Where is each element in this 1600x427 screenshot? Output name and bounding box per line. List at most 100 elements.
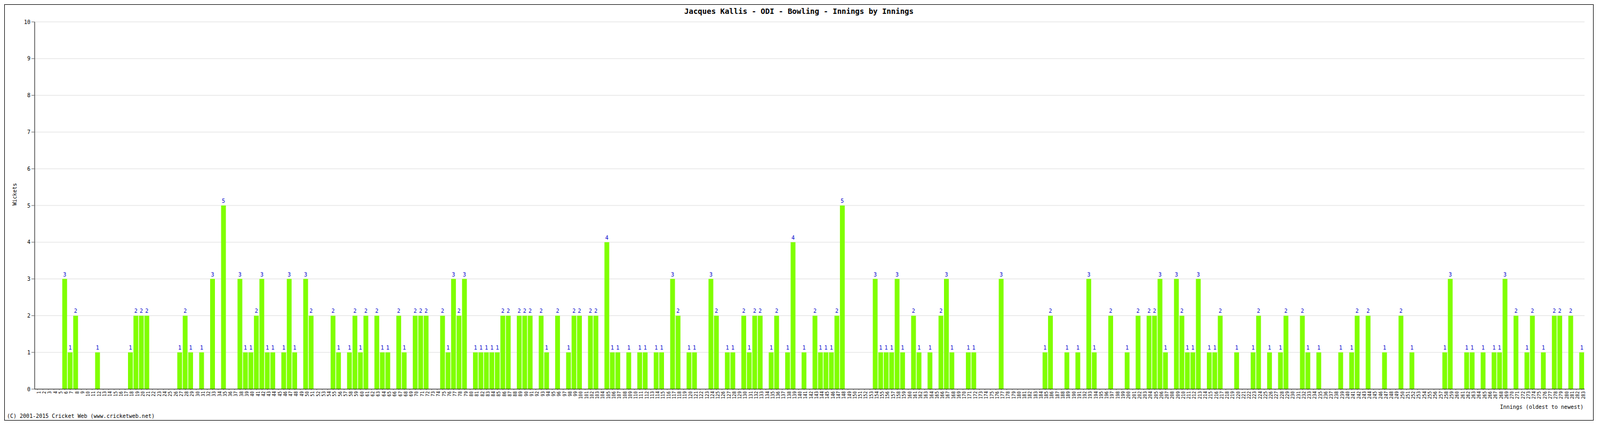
- svg-text:266: 266: [1488, 390, 1493, 399]
- svg-text:2: 2: [676, 307, 680, 314]
- svg-text:230: 230: [1290, 390, 1296, 399]
- svg-text:2: 2: [539, 307, 543, 314]
- svg-text:235: 235: [1318, 390, 1324, 399]
- svg-text:2: 2: [375, 307, 379, 314]
- svg-text:1: 1: [36, 390, 42, 394]
- svg-text:46: 46: [283, 390, 288, 397]
- svg-text:1: 1: [1251, 344, 1255, 351]
- svg-text:2: 2: [835, 307, 839, 314]
- svg-text:67: 67: [398, 390, 404, 397]
- svg-text:89: 89: [518, 390, 524, 397]
- svg-text:30: 30: [195, 390, 201, 397]
- svg-text:Wickets: Wickets: [11, 182, 18, 206]
- svg-text:234: 234: [1312, 390, 1318, 399]
- svg-text:101: 101: [584, 390, 590, 399]
- svg-text:1: 1: [731, 344, 735, 351]
- svg-text:2: 2: [457, 307, 461, 314]
- svg-text:93: 93: [540, 390, 546, 397]
- svg-text:132: 132: [754, 390, 759, 399]
- svg-text:172: 172: [973, 390, 979, 399]
- svg-text:133: 133: [759, 390, 765, 399]
- svg-text:146: 146: [830, 390, 836, 399]
- svg-text:103: 103: [595, 390, 600, 399]
- svg-text:1: 1: [1492, 344, 1496, 351]
- svg-text:2: 2: [27, 312, 31, 319]
- svg-text:226: 226: [1268, 390, 1274, 399]
- svg-text:257: 257: [1438, 390, 1444, 399]
- svg-text:145: 145: [825, 390, 830, 399]
- svg-text:246: 246: [1378, 390, 1384, 399]
- svg-text:65: 65: [387, 390, 392, 397]
- svg-text:271: 271: [1515, 390, 1520, 399]
- svg-text:3: 3: [1196, 271, 1200, 278]
- svg-text:2: 2: [1218, 307, 1222, 314]
- svg-text:206: 206: [1159, 390, 1165, 399]
- svg-text:158: 158: [896, 390, 902, 399]
- svg-text:98: 98: [568, 390, 573, 397]
- svg-text:1: 1: [627, 344, 631, 351]
- svg-text:72: 72: [425, 390, 431, 397]
- svg-text:126: 126: [721, 390, 726, 399]
- svg-text:1: 1: [637, 344, 642, 351]
- svg-text:188: 188: [1060, 390, 1066, 399]
- svg-text:2: 2: [1569, 307, 1573, 314]
- svg-text:278: 278: [1553, 390, 1559, 399]
- svg-text:228: 228: [1280, 390, 1285, 399]
- svg-text:125: 125: [715, 390, 721, 399]
- svg-text:1: 1: [446, 344, 450, 351]
- svg-text:169: 169: [956, 390, 962, 399]
- svg-text:1: 1: [495, 344, 499, 351]
- svg-text:9: 9: [27, 55, 31, 62]
- svg-text:1: 1: [786, 344, 790, 351]
- svg-text:36: 36: [228, 390, 234, 397]
- svg-text:73: 73: [430, 390, 436, 397]
- svg-text:77: 77: [452, 390, 458, 397]
- svg-text:34: 34: [217, 390, 223, 397]
- svg-text:243: 243: [1362, 390, 1367, 399]
- svg-text:3: 3: [287, 271, 291, 278]
- svg-text:3: 3: [709, 271, 713, 278]
- svg-text:211: 211: [1186, 390, 1192, 399]
- svg-text:276: 276: [1542, 390, 1548, 399]
- svg-text:55: 55: [332, 390, 338, 397]
- svg-text:1: 1: [566, 344, 571, 351]
- svg-text:2: 2: [517, 307, 522, 314]
- svg-text:3: 3: [62, 271, 67, 278]
- svg-text:97: 97: [562, 390, 568, 397]
- svg-text:91: 91: [529, 390, 535, 397]
- svg-text:100: 100: [578, 390, 584, 399]
- svg-text:51: 51: [310, 390, 316, 397]
- svg-text:2: 2: [555, 307, 559, 314]
- svg-text:1: 1: [1382, 344, 1387, 351]
- svg-text:261: 261: [1460, 390, 1466, 399]
- svg-text:240: 240: [1345, 390, 1351, 399]
- svg-text:82: 82: [480, 390, 486, 397]
- svg-text:53: 53: [321, 390, 327, 397]
- svg-text:247: 247: [1384, 390, 1389, 399]
- svg-text:231: 231: [1296, 390, 1302, 399]
- svg-text:47: 47: [288, 390, 294, 397]
- svg-text:3: 3: [462, 271, 467, 278]
- svg-text:5: 5: [58, 390, 64, 394]
- svg-text:1: 1: [890, 344, 894, 351]
- svg-text:2: 2: [714, 307, 718, 314]
- svg-text:273: 273: [1526, 390, 1532, 399]
- svg-text:1: 1: [1092, 344, 1096, 351]
- svg-text:184: 184: [1038, 390, 1044, 399]
- svg-text:137: 137: [781, 390, 787, 399]
- svg-text:224: 224: [1258, 390, 1263, 399]
- svg-text:1: 1: [829, 344, 834, 351]
- svg-text:5: 5: [840, 197, 844, 204]
- svg-text:1: 1: [1213, 344, 1217, 351]
- svg-text:15: 15: [113, 390, 119, 397]
- svg-text:43: 43: [266, 390, 272, 397]
- svg-text:218: 218: [1225, 390, 1230, 399]
- svg-text:166: 166: [940, 390, 946, 399]
- svg-text:1: 1: [610, 344, 614, 351]
- svg-text:2: 2: [1049, 307, 1053, 314]
- svg-text:1: 1: [479, 344, 483, 351]
- svg-text:44: 44: [272, 390, 277, 397]
- svg-text:24: 24: [162, 390, 168, 397]
- svg-text:245: 245: [1372, 390, 1378, 399]
- svg-text:161: 161: [913, 390, 918, 399]
